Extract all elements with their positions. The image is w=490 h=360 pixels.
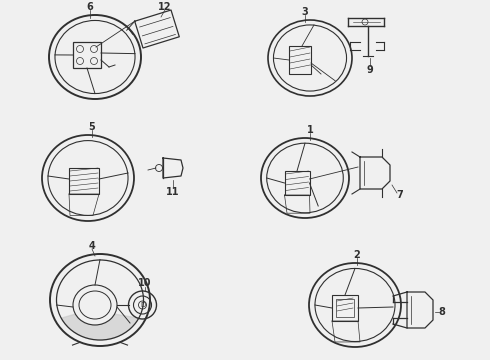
Bar: [336, 299, 354, 317]
Bar: [332, 295, 358, 321]
Text: 11: 11: [166, 187, 180, 197]
Text: 6: 6: [87, 2, 94, 12]
Text: 3: 3: [302, 7, 308, 17]
Text: 1: 1: [307, 125, 314, 135]
Text: 7: 7: [396, 190, 403, 200]
Text: 4: 4: [89, 241, 96, 251]
Text: 12: 12: [158, 2, 172, 12]
Text: 8: 8: [439, 307, 445, 317]
Polygon shape: [61, 314, 139, 340]
Text: 2: 2: [354, 250, 360, 260]
Bar: [285, 171, 310, 195]
Bar: [73, 42, 101, 68]
Text: 10: 10: [138, 278, 151, 288]
Bar: [69, 168, 99, 194]
Text: 9: 9: [367, 65, 373, 75]
Text: 5: 5: [89, 122, 96, 132]
Text: D: D: [140, 302, 145, 308]
Bar: [289, 46, 311, 74]
